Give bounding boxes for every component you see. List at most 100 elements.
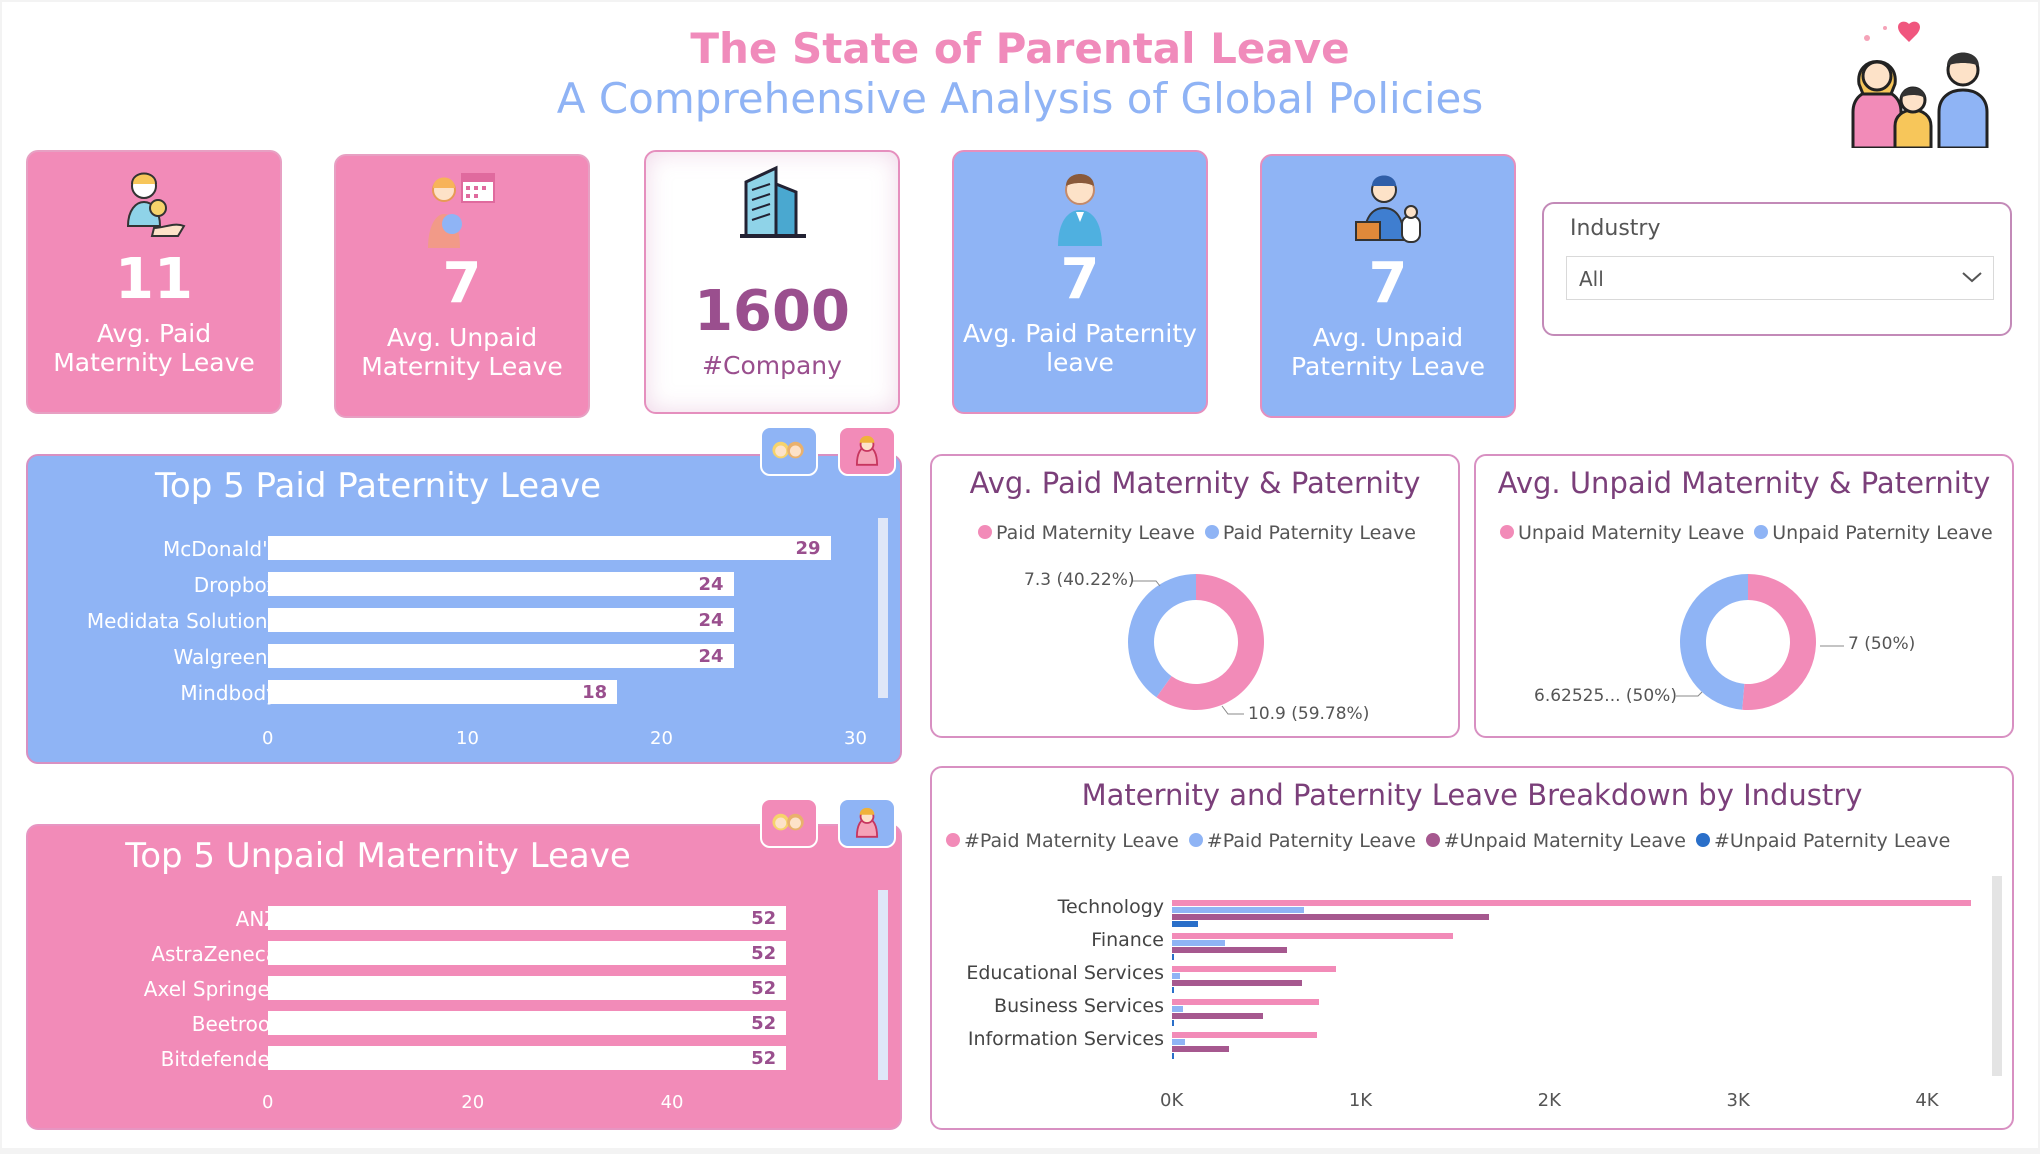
bar[interactable]: [268, 906, 787, 930]
kpi-label-line2: leave: [1046, 347, 1114, 377]
legend-item[interactable]: Paid Paternity Leave: [1204, 522, 1416, 544]
couple-toggle-button[interactable]: [760, 798, 818, 848]
industry-breakdown-panel: Maternity and Paternity Leave Breakdown …: [930, 766, 2014, 1130]
axis-tick-label: 10: [456, 728, 479, 749]
legend-item[interactable]: Unpaid Maternity Leave: [1500, 522, 1744, 544]
leader-line: [1132, 580, 1161, 587]
leader-line: [1221, 705, 1244, 715]
bar[interactable]: [268, 1046, 787, 1070]
data-label: 52: [751, 1048, 777, 1069]
bar[interactable]: [1172, 980, 1303, 986]
data-label: 7 (50%): [1848, 634, 1916, 654]
industry-dropdown[interactable]: All: [1566, 256, 1994, 300]
bar[interactable]: [1172, 907, 1305, 913]
bar[interactable]: [1172, 1013, 1263, 1019]
donut-slice[interactable]: [1128, 574, 1196, 698]
bar[interactable]: [1172, 999, 1320, 1005]
kpi-label-line1: Avg. Paid Paternity: [963, 319, 1197, 348]
category-label: Business Services: [994, 995, 1164, 1017]
bar[interactable]: [1172, 1020, 1174, 1026]
woman-toggle-button[interactable]: [838, 798, 896, 848]
bar[interactable]: [268, 608, 734, 632]
legend-item[interactable]: #Unpaid Maternity Leave: [1425, 830, 1686, 852]
slicer-label: Industry: [1570, 216, 1661, 241]
kpi-label: Avg. Unpaid Maternity Leave: [336, 323, 588, 382]
data-label: 52: [751, 978, 777, 999]
kpi-label-line2: Paternity Leave: [1291, 351, 1485, 381]
category-label: Educational Services: [966, 962, 1164, 984]
axis-tick-label: 4K: [1915, 1090, 1939, 1111]
chart-title: Maternity and Paternity Leave Breakdown …: [1081, 778, 1863, 812]
bar[interactable]: [1172, 987, 1174, 993]
bar[interactable]: [268, 976, 787, 1000]
kpi-label-line2: Maternity Leave: [53, 347, 255, 377]
chart-legend: Paid Maternity Leave Paid Paternity Leave: [978, 522, 1426, 544]
scrollbar[interactable]: [878, 890, 888, 1080]
industry-slicer: Industry All: [1542, 202, 2012, 336]
bar[interactable]: [1172, 1053, 1174, 1059]
axis-tick-label: 0: [262, 1092, 274, 1113]
father-briefcase-icon: [1355, 175, 1421, 243]
bar[interactable]: [268, 536, 831, 560]
bar[interactable]: [1172, 914, 1490, 920]
kpi-value: 11: [115, 247, 193, 312]
kpi-label-line1: Avg. Unpaid: [386, 323, 538, 352]
bar[interactable]: [1172, 933, 1454, 939]
scrollbar[interactable]: [878, 518, 888, 698]
kpi-label-line1: Avg. Unpaid: [1312, 323, 1464, 352]
bar[interactable]: [268, 572, 734, 596]
donut-slice[interactable]: [1156, 574, 1264, 710]
chevron-down-icon: [1962, 272, 1982, 283]
legend-item[interactable]: #Paid Maternity Leave: [946, 830, 1179, 852]
kpi-card-avg-unpaid-paternity: 7 Avg. Unpaid Paternity Leave: [1260, 154, 1516, 418]
bar[interactable]: [268, 680, 618, 704]
couple-toggle-button[interactable]: [760, 426, 818, 476]
bar[interactable]: [1172, 954, 1174, 960]
woman-toggle-button[interactable]: [838, 426, 896, 476]
donut-slice[interactable]: [1680, 574, 1748, 710]
category-label: Medidata Solutions: [86, 609, 278, 633]
bar[interactable]: [268, 1011, 787, 1035]
kpi-card-avg-paid-maternity: 11 Avg. Paid Maternity Leave: [26, 150, 282, 414]
bar[interactable]: [1172, 1006, 1184, 1012]
bar[interactable]: [1172, 947, 1288, 953]
data-label: 10.9 (59.78%): [1248, 704, 1370, 724]
dropdown-selected-value: All: [1579, 267, 1604, 291]
data-label: 24: [698, 574, 724, 595]
family-icon: [1851, 21, 1989, 148]
bar[interactable]: [1172, 1032, 1318, 1038]
donut-slice[interactable]: [1742, 574, 1817, 710]
page-subtitle: A Comprehensive Analysis of Global Polic…: [556, 74, 1484, 123]
legend-item[interactable]: Unpaid Paternity Leave: [1754, 522, 1993, 544]
category-label: Information Services: [967, 1028, 1164, 1050]
kpi-label: Avg. Paid Maternity Leave: [28, 319, 280, 378]
bar[interactable]: [268, 941, 787, 965]
category-label: Bitdefender: [160, 1047, 278, 1071]
scrollbar[interactable]: [1992, 876, 2002, 1076]
kpi-card-company-count: 1600 #Company: [644, 150, 900, 414]
bar[interactable]: [1172, 973, 1180, 979]
data-label: 52: [751, 908, 777, 929]
category-label: Mindbody: [180, 681, 278, 705]
legend-item[interactable]: Paid Maternity Leave: [978, 522, 1195, 544]
bar[interactable]: [268, 644, 734, 668]
leader-line: [1676, 691, 1703, 697]
bar[interactable]: [1172, 900, 1971, 906]
bar[interactable]: [1172, 966, 1337, 972]
data-label: 7.3 (40.22%): [1024, 570, 1135, 590]
chart-legend: Unpaid Maternity Leave Unpaid Paternity L…: [1500, 522, 2003, 544]
bar[interactable]: [1172, 1039, 1186, 1045]
legend-item[interactable]: #Unpaid Paternity Leave: [1695, 830, 1950, 852]
father-icon: [1058, 174, 1102, 246]
bar[interactable]: [1172, 1046, 1229, 1052]
category-label: Technology: [1057, 896, 1164, 918]
axis-tick-label: 0K: [1160, 1090, 1184, 1111]
data-label: 18: [582, 682, 608, 703]
kpi-value: 7: [1060, 247, 1100, 312]
bar[interactable]: [1172, 940, 1225, 946]
axis-tick-label: 40: [660, 1092, 684, 1113]
data-label: 24: [698, 646, 724, 667]
bar[interactable]: [1172, 921, 1199, 927]
legend-item[interactable]: #Paid Paternity Leave: [1188, 830, 1416, 852]
